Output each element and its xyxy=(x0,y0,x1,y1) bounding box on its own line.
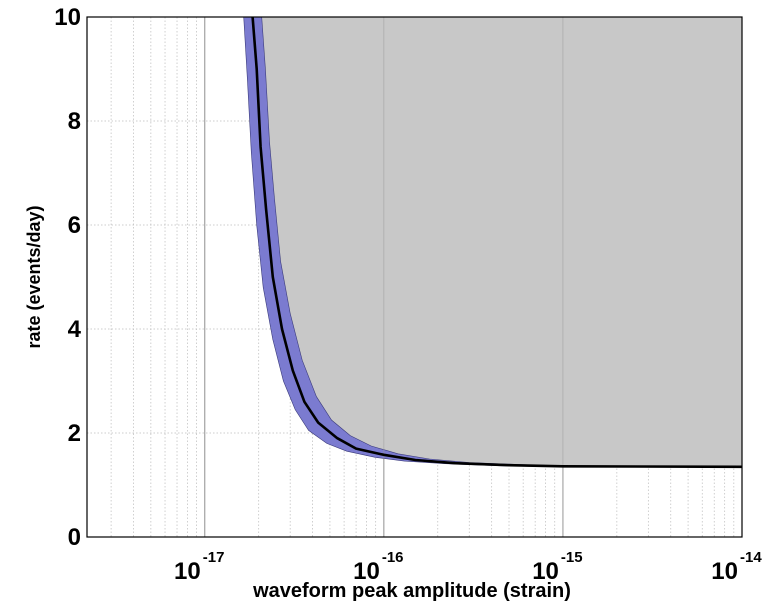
central-curve xyxy=(251,16,743,469)
x-tick-exponent: -17 xyxy=(203,549,225,566)
x-tick-label: 10-16 xyxy=(353,549,403,585)
x-tick-exponent: -16 xyxy=(382,549,404,566)
plot-border xyxy=(86,16,743,538)
x-tick-label: 10-14 xyxy=(711,549,762,585)
y-axis-label: rate (events/day) xyxy=(24,205,44,348)
x-tick-label: 10-17 xyxy=(174,549,224,585)
y-tick-label: 2 xyxy=(68,420,81,447)
y-tick-label: 10 xyxy=(54,4,81,31)
y-tick-label: 8 xyxy=(68,108,81,135)
plot-frame xyxy=(86,16,743,538)
excluded-region xyxy=(261,17,742,467)
data-regions xyxy=(204,16,743,537)
x-tick-exponent: -14 xyxy=(740,549,762,566)
y-tick-label: 6 xyxy=(68,212,81,239)
y-tick-label: 0 xyxy=(68,524,81,551)
x-tick-label: 10-15 xyxy=(532,549,582,585)
x-tick-base: 10 xyxy=(532,558,559,585)
x-tick-base: 10 xyxy=(174,558,201,585)
y-tick-label: 4 xyxy=(68,316,82,343)
x-tick-base: 10 xyxy=(711,558,738,585)
x-tick-exponent: -15 xyxy=(561,549,583,566)
x-tick-base: 10 xyxy=(353,558,380,585)
horizontal-gridlines xyxy=(87,120,742,434)
curves xyxy=(251,16,743,469)
y-tick-labels: 0 2 4 6 8 10 xyxy=(54,4,81,551)
x-axis-label: waveform peak amplitude (strain) xyxy=(252,580,571,602)
